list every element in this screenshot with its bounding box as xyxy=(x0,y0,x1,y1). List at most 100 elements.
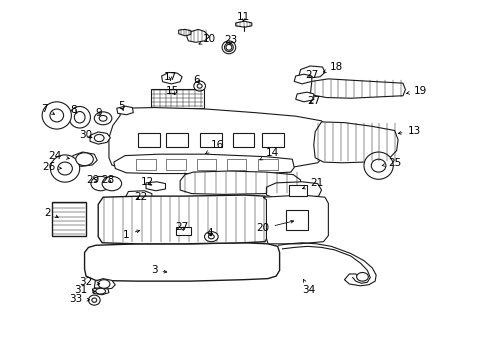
Polygon shape xyxy=(90,132,110,144)
Text: 27: 27 xyxy=(306,96,320,106)
Ellipse shape xyxy=(197,84,202,88)
Text: 13: 13 xyxy=(397,126,420,135)
Text: 6: 6 xyxy=(193,75,200,85)
Text: 2: 2 xyxy=(44,208,58,218)
Bar xyxy=(151,89,203,108)
Text: 17: 17 xyxy=(163,72,177,82)
Ellipse shape xyxy=(42,102,71,129)
Ellipse shape xyxy=(370,159,385,172)
Bar xyxy=(200,133,222,147)
Ellipse shape xyxy=(50,155,80,182)
Text: 22: 22 xyxy=(134,192,147,202)
Polygon shape xyxy=(313,122,397,163)
Polygon shape xyxy=(94,279,115,290)
Polygon shape xyxy=(114,154,294,174)
Text: 1: 1 xyxy=(123,230,139,239)
Bar xyxy=(47,107,66,125)
Text: 29: 29 xyxy=(86,175,100,185)
Ellipse shape xyxy=(193,81,205,91)
Polygon shape xyxy=(98,195,267,244)
Text: 14: 14 xyxy=(259,148,279,160)
Polygon shape xyxy=(161,72,182,84)
Text: 16: 16 xyxy=(205,140,224,154)
Bar xyxy=(176,227,190,235)
Text: 34: 34 xyxy=(302,279,315,296)
Bar xyxy=(136,159,156,170)
Text: 25: 25 xyxy=(381,158,401,168)
Polygon shape xyxy=(117,106,133,115)
Ellipse shape xyxy=(363,152,392,179)
Polygon shape xyxy=(84,243,279,281)
Text: 5: 5 xyxy=(118,101,124,111)
Text: 27: 27 xyxy=(175,222,188,232)
Text: 8: 8 xyxy=(70,105,77,116)
Polygon shape xyxy=(299,66,325,78)
Ellipse shape xyxy=(225,44,231,50)
Polygon shape xyxy=(263,195,328,244)
Polygon shape xyxy=(146,182,165,191)
Ellipse shape xyxy=(92,298,97,302)
Polygon shape xyxy=(178,30,190,36)
Polygon shape xyxy=(92,288,109,295)
Text: 12: 12 xyxy=(140,177,153,187)
Bar xyxy=(258,159,277,170)
Ellipse shape xyxy=(69,107,90,128)
Ellipse shape xyxy=(94,134,104,141)
Bar xyxy=(261,133,283,147)
Text: 18: 18 xyxy=(323,62,342,72)
Bar xyxy=(232,133,254,147)
Text: 31: 31 xyxy=(74,285,95,296)
Text: 9: 9 xyxy=(95,108,102,118)
Polygon shape xyxy=(125,191,152,203)
Text: 28: 28 xyxy=(101,175,114,185)
Bar xyxy=(286,210,307,230)
Ellipse shape xyxy=(91,176,110,191)
Ellipse shape xyxy=(99,116,107,121)
Polygon shape xyxy=(294,74,311,84)
Polygon shape xyxy=(235,21,251,27)
Polygon shape xyxy=(186,30,209,42)
Text: 30: 30 xyxy=(80,130,92,140)
Text: 33: 33 xyxy=(69,294,89,304)
Ellipse shape xyxy=(208,234,214,239)
Bar xyxy=(166,159,185,170)
Text: 23: 23 xyxy=(224,35,237,45)
Bar xyxy=(138,133,160,147)
Ellipse shape xyxy=(76,153,93,166)
Text: 26: 26 xyxy=(42,162,61,172)
Text: 32: 32 xyxy=(79,277,100,287)
Polygon shape xyxy=(72,152,97,166)
Bar xyxy=(226,159,246,170)
Ellipse shape xyxy=(102,176,122,191)
Text: 24: 24 xyxy=(49,150,69,161)
Ellipse shape xyxy=(222,41,235,54)
Polygon shape xyxy=(180,171,300,194)
Polygon shape xyxy=(310,79,405,98)
Bar xyxy=(166,133,188,147)
Ellipse shape xyxy=(58,162,72,175)
Text: 4: 4 xyxy=(205,228,212,238)
Text: 27: 27 xyxy=(305,70,318,80)
Text: 15: 15 xyxy=(165,86,179,96)
Text: 7: 7 xyxy=(41,104,55,114)
Polygon shape xyxy=(295,92,313,102)
Ellipse shape xyxy=(204,231,218,242)
Text: 3: 3 xyxy=(151,265,166,275)
Text: 21: 21 xyxy=(302,178,323,189)
Bar xyxy=(196,159,216,170)
Text: 19: 19 xyxy=(406,86,426,96)
Text: 11: 11 xyxy=(236,12,250,22)
Ellipse shape xyxy=(74,112,85,123)
Ellipse shape xyxy=(50,109,63,122)
Bar xyxy=(288,185,307,197)
Ellipse shape xyxy=(88,295,100,305)
Ellipse shape xyxy=(98,280,110,288)
Ellipse shape xyxy=(96,288,105,294)
Text: 20: 20 xyxy=(256,220,293,233)
Ellipse shape xyxy=(94,112,112,125)
Text: 10: 10 xyxy=(199,34,216,44)
Polygon shape xyxy=(109,108,327,170)
Polygon shape xyxy=(266,182,321,199)
Ellipse shape xyxy=(356,273,367,281)
Bar xyxy=(52,202,86,236)
